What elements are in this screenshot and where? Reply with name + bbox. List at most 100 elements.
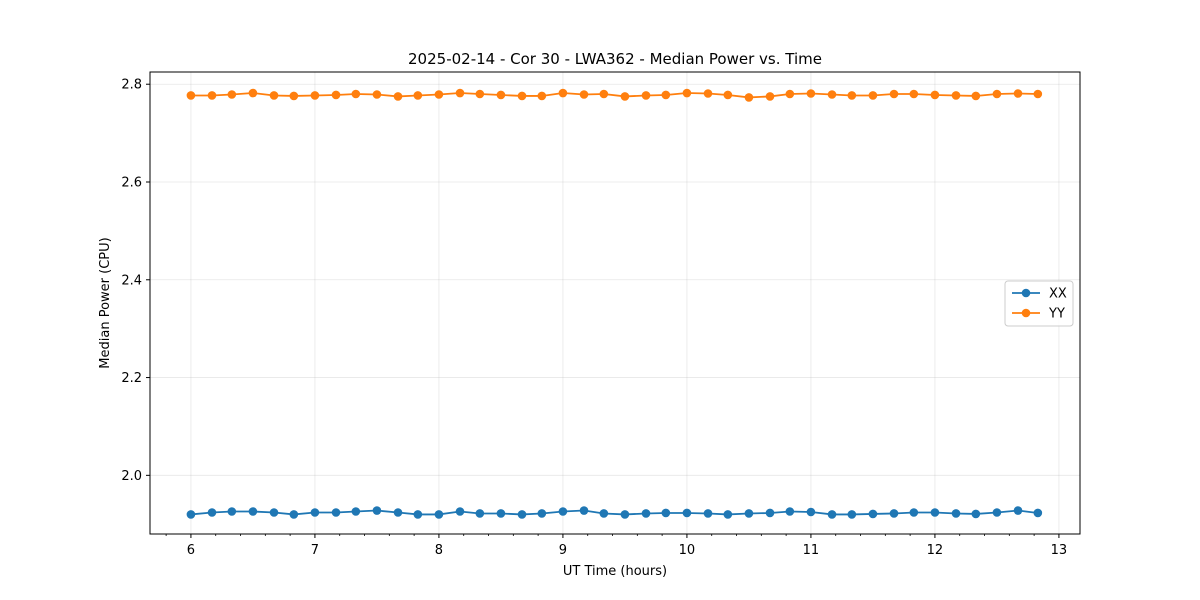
data-point-yy [579,90,589,99]
data-point-xx [310,508,320,517]
legend-label: XX [1049,287,1067,302]
data-point-yy [207,91,217,100]
data-point-xx [806,507,816,517]
data-point-yy [599,89,609,99]
data-point-yy [847,91,857,100]
series-yy [186,88,1043,102]
data-point-xx [889,509,899,518]
data-point-xx [434,510,444,519]
x-tick-label: 12 [927,543,944,558]
legend-marker [1021,308,1031,318]
data-point-yy [227,90,237,99]
y-tick-label: 2.4 [121,273,142,288]
data-point-yy [517,91,527,101]
data-point-xx [331,508,341,517]
data-point-yy [971,91,981,101]
data-point-xx [413,510,423,519]
data-point-xx [765,508,775,518]
data-point-yy [868,91,878,100]
data-point-yy [909,89,919,99]
y-axis: 2.0 2.2 2.4 2.6 2.8 [121,78,150,484]
data-point-xx [455,507,465,516]
data-point-xx [517,510,527,519]
data-point-yy [269,91,279,100]
data-point-yy [930,90,940,100]
data-point-yy [785,89,795,99]
data-point-yy [682,88,692,98]
data-point-xx [496,509,506,518]
y-tick-label: 2.2 [121,371,142,386]
data-point-xx [723,510,733,519]
data-point-yy [641,91,651,100]
data-point-xx [227,507,237,516]
data-point-xx [661,508,671,518]
data-point-xx [558,507,568,516]
x-tick-label: 13 [1051,543,1068,558]
data-point-yy [496,90,506,100]
data-point-yy [393,92,403,101]
data-point-xx [827,510,837,519]
data-point-xx [909,508,919,517]
data-point-xx [971,509,981,519]
legend-entry-yy: YY [1012,307,1065,322]
data-point-xx [641,509,651,518]
data-point-yy [1013,89,1023,98]
data-point-yy [765,92,775,101]
legend: XX YY [1004,280,1074,327]
series-xx [186,506,1043,519]
data-point-yy [351,89,361,99]
x-axis: 6 7 8 9 10 11 12 13 [165,534,1068,558]
data-point-yy [455,88,465,98]
data-point-xx [372,506,382,515]
data-point-xx [703,509,713,518]
data-point-yy [992,89,1002,99]
x-tick-label: 10 [679,543,696,558]
data-point-xx [682,508,692,518]
data-point-xx [599,509,609,518]
data-point-yy [620,92,630,101]
x-tick-label: 8 [435,543,443,558]
data-point-xx [269,508,279,517]
data-point-yy [806,89,816,98]
y-tick-label: 2.6 [121,176,142,191]
legend-marker [1021,288,1031,298]
data-point-xx [847,510,857,519]
x-tick-label: 7 [311,543,319,558]
data-point-yy [703,89,713,98]
grid [150,72,1080,534]
y-tick-label: 2.0 [121,469,142,484]
legend-entry-xx: XX [1012,287,1067,302]
data-point-xx [475,509,485,518]
data-point-yy [661,90,671,100]
data-point-xx [868,509,878,519]
chart-title: 2025-02-14 - Cor 30 - LWA362 - Median Po… [408,50,822,68]
data-point-xx [930,508,940,517]
legend-label: YY [1048,307,1065,322]
x-tick-label: 9 [559,543,567,558]
data-point-xx [620,510,630,519]
data-point-yy [827,90,837,99]
data-point-xx [785,507,795,516]
data-point-yy [434,90,444,99]
data-point-yy [413,91,423,100]
data-point-yy [723,90,733,100]
plot-frame [149,71,1081,535]
data-point-yy [331,90,341,100]
data-point-yy [310,91,320,100]
data-point-yy [951,91,961,100]
data-point-xx [537,509,547,518]
x-tick-label: 6 [187,543,195,558]
data-point-yy [558,88,568,98]
data-point-xx [579,506,589,515]
y-tick-label: 2.8 [121,78,142,93]
data-point-yy [186,91,196,100]
data-point-xx [744,509,754,518]
data-point-yy [248,88,258,98]
data-point-yy [289,91,299,101]
data-point-yy [1033,89,1043,99]
data-point-xx [351,507,361,516]
data-point-xx [951,509,961,518]
data-point-xx [393,508,403,517]
